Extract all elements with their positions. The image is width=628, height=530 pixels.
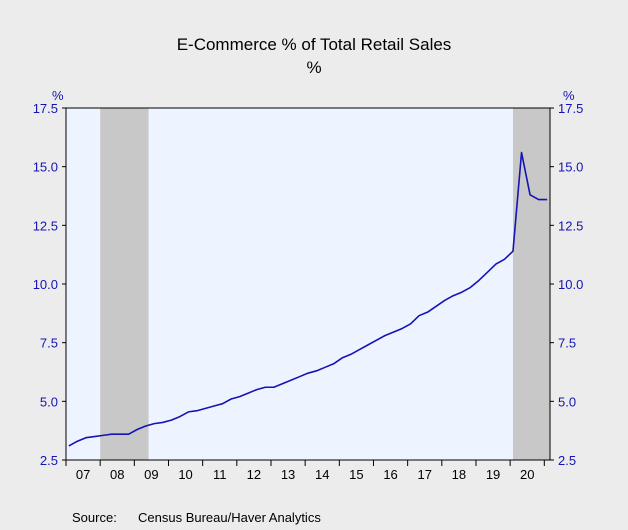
y-tick-right-label: 12.5: [558, 218, 583, 233]
x-tick-label: 10: [178, 467, 192, 482]
y-tick-right-label: 2.5: [558, 453, 576, 468]
x-tick-label: 08: [110, 467, 124, 482]
y-tick-left-label: 15.0: [33, 160, 58, 175]
y-tick-left-label: 10.0: [33, 277, 58, 292]
y-tick-right-label: 15.0: [558, 160, 583, 175]
recession-shading-layer: [100, 108, 550, 460]
x-tick-label: 19: [486, 467, 500, 482]
source-label: Source:: [72, 510, 117, 525]
x-tick-label: 07: [76, 467, 90, 482]
y-tick-left-label: 7.5: [40, 336, 58, 351]
x-tick-label: 11: [213, 467, 227, 482]
y-tick-left-label: 12.5: [33, 218, 58, 233]
y-tick-right-label: 17.5: [558, 101, 583, 116]
x-tick-label: 17: [417, 467, 431, 482]
recession-shade-1: [100, 108, 149, 460]
left-axis-unit: %: [52, 88, 64, 103]
x-tick-label: 15: [349, 467, 363, 482]
x-axis: 07 08 09 10 11 12 13 14 15 16 17 18 19 20: [65, 460, 545, 482]
y-tick-left-label: 2.5: [40, 453, 58, 468]
series-line-layer: [68, 151, 548, 447]
y-tick-left-label: 17.5: [33, 101, 58, 116]
y-axis-right: 2.5 5.0 7.5 10.0 12.5 15.0 17.5: [550, 101, 583, 468]
y-tick-right-label: 5.0: [558, 394, 576, 409]
x-tick-label: 09: [144, 467, 158, 482]
x-tick-label: 14: [315, 467, 329, 482]
right-axis-unit: %: [563, 88, 575, 103]
y-tick-right-label: 7.5: [558, 336, 576, 351]
y-axis-left: 2.5 5.0 7.5 10.0 12.5 15.0 17.5: [33, 101, 66, 468]
chart-title: E-Commerce % of Total Retail Sales: [177, 35, 452, 54]
x-tick-label: 16: [383, 467, 397, 482]
x-tick-label: 20: [520, 467, 534, 482]
chart-subtitle: %: [306, 58, 321, 77]
series-line-1: [68, 151, 548, 447]
x-tick-label: 18: [452, 467, 466, 482]
y-tick-left-label: 5.0: [40, 394, 58, 409]
x-tick-label: 12: [247, 467, 261, 482]
y-tick-right-label: 10.0: [558, 277, 583, 292]
x-tick-label: 13: [281, 467, 295, 482]
source-text: Census Bureau/Haver Analytics: [138, 510, 321, 525]
recession-shade-2: [512, 108, 550, 460]
